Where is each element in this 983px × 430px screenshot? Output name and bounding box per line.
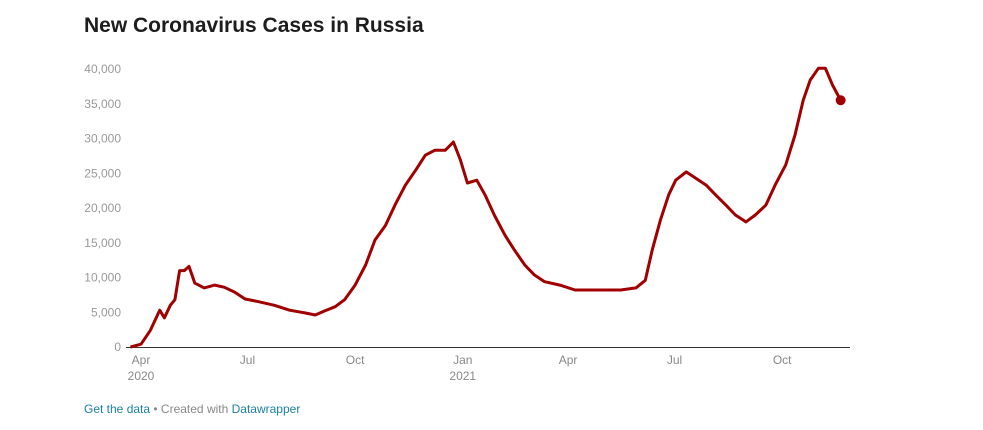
y-tick-label: 10,000 [84, 271, 121, 285]
x-tick-label: Oct [346, 353, 365, 367]
y-tick-label: 35,000 [84, 97, 121, 111]
x-tick-year-label: 2020 [128, 369, 155, 383]
y-tick-label: 20,000 [84, 201, 121, 215]
x-tick-label: Oct [773, 353, 792, 367]
chart-title: New Coronavirus Cases in Russia [84, 14, 424, 37]
y-tick-label: 15,000 [84, 236, 121, 250]
datawrapper-link[interactable]: Datawrapper [231, 402, 301, 416]
x-tick-label: Apr [132, 353, 151, 367]
series-line [130, 66, 843, 349]
last-value-dot [835, 95, 846, 106]
y-tick-label: 0 [114, 340, 121, 354]
x-tick-label: Apr [559, 353, 578, 367]
x-tick-label: Jul [240, 353, 255, 367]
x-tick-label: Jan [453, 353, 472, 367]
y-tick-label: 5,000 [91, 305, 121, 319]
y-tick-label: 30,000 [84, 132, 121, 146]
line-chart: 0 5,000 10,000 15,000 20,000 25,000 30,000 35,0… [84, 62, 850, 383]
created-with-text: • Created with [150, 402, 232, 416]
footer: Get the data • Created with Datawrapper [84, 402, 300, 416]
y-tick-label: 40,000 [84, 62, 121, 76]
y-tick-label: 25,000 [84, 166, 121, 180]
x-tick-year-label: 2021 [449, 369, 476, 383]
get-the-data-link[interactable]: Get the data [84, 402, 151, 416]
x-tick-label: Jul [667, 353, 682, 367]
